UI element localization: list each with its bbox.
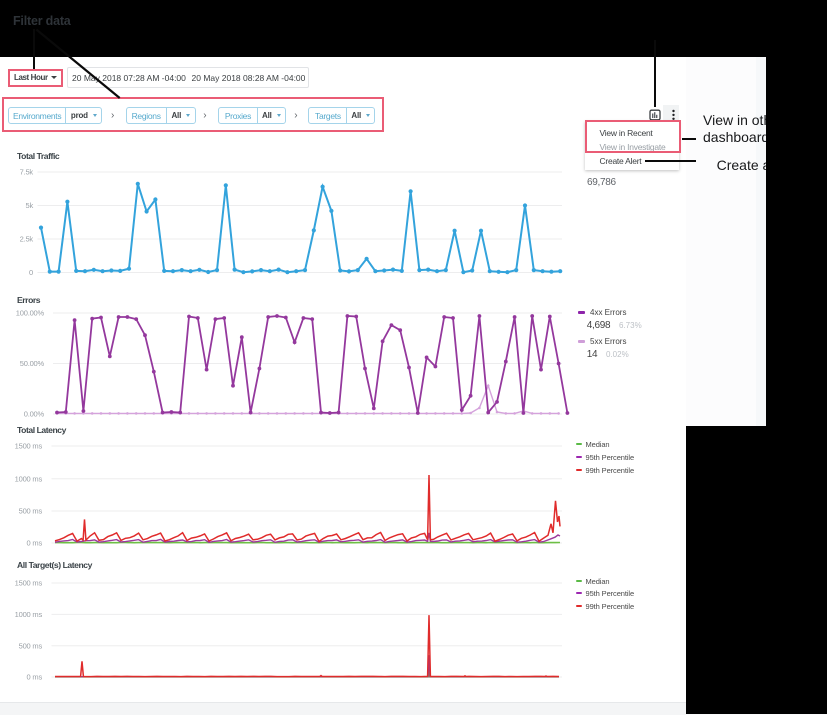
svg-text:500 ms: 500 ms (19, 507, 43, 516)
svg-text:50.00%: 50.00% (20, 359, 45, 368)
svg-text:7.5k: 7.5k (20, 168, 34, 177)
svg-text:5k: 5k (25, 201, 33, 210)
svg-text:1500 ms: 1500 ms (15, 442, 43, 451)
svg-text:500 ms: 500 ms (19, 641, 43, 650)
svg-text:0: 0 (29, 268, 33, 277)
svg-text:100.00%: 100.00% (16, 309, 45, 318)
svg-text:1000 ms: 1000 ms (15, 610, 43, 619)
svg-text:1500 ms: 1500 ms (15, 579, 43, 588)
svg-text:2.5k: 2.5k (20, 235, 34, 244)
svg-text:0.00%: 0.00% (24, 410, 45, 419)
svg-text:0 ms: 0 ms (27, 539, 43, 548)
svg-text:1000 ms: 1000 ms (15, 474, 43, 483)
svg-text:0 ms: 0 ms (27, 673, 43, 682)
